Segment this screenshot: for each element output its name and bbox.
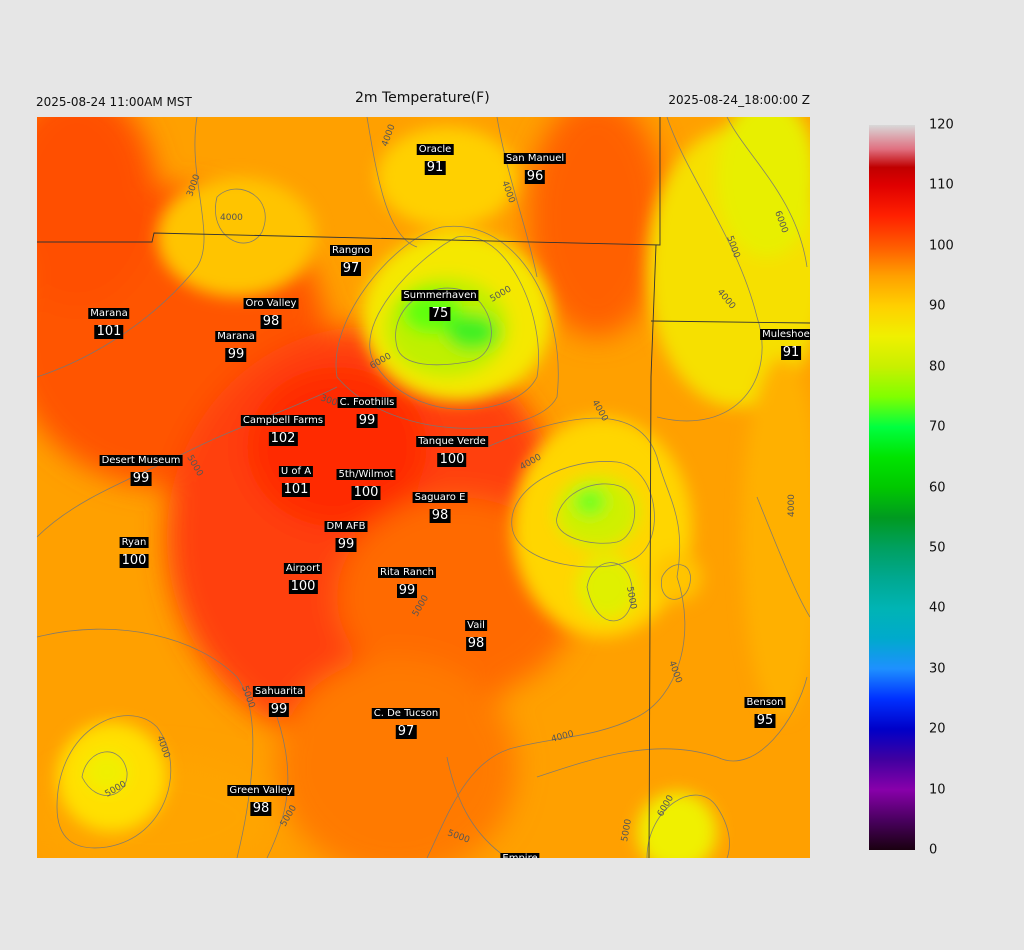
station-layer: Oracle 91 San Manuel 96 Rangno 97 Oro Valley 98… xyxy=(37,117,810,858)
station-temperature: 97 xyxy=(395,724,417,739)
colorbar-tick-label: 20 xyxy=(929,721,946,737)
station-name: C. Foothills xyxy=(337,397,397,408)
colorbar-tick-label: 110 xyxy=(929,177,954,193)
station-name: Marana xyxy=(215,331,257,342)
station-temperature: 99 xyxy=(130,471,152,486)
station: Rita Ranch 99 xyxy=(378,560,436,598)
station: Airport 100 xyxy=(283,556,323,594)
station-temperature: 99 xyxy=(335,537,357,552)
station-name: Airport xyxy=(283,563,323,574)
station-name: 5th/Wilmot xyxy=(336,469,396,480)
station-temperature: 99 xyxy=(225,347,247,362)
station-temperature: 75 xyxy=(429,306,451,321)
station-name: San Manuel xyxy=(503,153,567,164)
station-temperature: 101 xyxy=(281,482,311,497)
contour-label: 5000 xyxy=(620,818,634,843)
station-temperature: 102 xyxy=(268,431,298,446)
colorbar-tick-label: 120 xyxy=(929,117,954,133)
map-title: 2m Temperature(F) xyxy=(355,90,490,106)
station-temperature: 98 xyxy=(429,508,451,523)
station-temperature: 99 xyxy=(356,413,378,428)
station: Marana 101 xyxy=(88,301,130,339)
station-temperature: 100 xyxy=(119,553,149,568)
station-temperature: 98 xyxy=(465,636,487,651)
station: Vail 98 xyxy=(465,613,487,651)
station: Oro Valley 98 xyxy=(243,291,299,329)
contour-label: 4000 xyxy=(220,213,243,223)
station-name: Green Valley xyxy=(227,785,295,796)
station: Muleshoe R 91 xyxy=(760,322,810,360)
station-temperature: 98 xyxy=(260,314,282,329)
station: Summerhaven 75 xyxy=(401,283,479,321)
colorbar-tick-label: 30 xyxy=(929,661,946,677)
station-name: Campbell Farms xyxy=(240,415,326,426)
station: Tanque Verde 100 xyxy=(416,429,488,467)
station: Desert Museum 99 xyxy=(99,448,183,486)
colorbar-tick-label: 70 xyxy=(929,419,946,435)
station-temperature: 99 xyxy=(396,583,418,598)
station: Saguaro E 98 xyxy=(412,485,468,523)
station: Campbell Farms 102 xyxy=(240,408,326,446)
valid-time-utc: 2025-08-24_18:00:00 Z xyxy=(668,93,810,107)
station-temperature: 100 xyxy=(288,579,318,594)
station-temperature: 96 xyxy=(524,169,546,184)
station: Sahuarita 99 xyxy=(252,679,306,717)
station-name: Sahuarita xyxy=(252,686,306,697)
station-name: Vail xyxy=(465,620,487,631)
station-temperature: 100 xyxy=(437,452,467,467)
station: Rangno 97 xyxy=(330,238,372,276)
colorbar-tick-label: 60 xyxy=(929,480,946,495)
station-temperature: 91 xyxy=(780,345,802,360)
colorbar-tick-label: 80 xyxy=(929,359,946,375)
station-name: Rangno xyxy=(330,245,372,256)
station: Benson 95 xyxy=(744,690,786,728)
colorbar-tick-label: 100 xyxy=(929,238,954,254)
station-name: Rita Ranch xyxy=(378,567,436,578)
station-name: Desert Museum xyxy=(99,455,183,466)
valid-time-local: 2025-08-24 11:00AM MST xyxy=(36,95,192,109)
colorbar xyxy=(869,125,915,850)
station: 5th/Wilmot 100 xyxy=(336,462,396,500)
station-name: Saguaro E xyxy=(412,492,468,503)
colorbar-tick-label: 50 xyxy=(929,540,946,556)
station-name: C. De Tucson xyxy=(371,708,441,719)
colorbar-tick-label: 40 xyxy=(929,600,946,616)
station: Marana 99 xyxy=(215,324,257,362)
station-name: Oracle xyxy=(416,144,454,155)
station-name: DM AFB xyxy=(324,521,368,532)
station-name: Oro Valley xyxy=(243,298,299,309)
station-temperature: 97 xyxy=(340,261,362,276)
county-boundaries xyxy=(37,117,810,858)
station-name: Empire xyxy=(500,853,540,858)
station: Ryan 100 xyxy=(119,530,149,568)
station: San Manuel 96 xyxy=(503,146,567,184)
temperature-map: 4000 3000 4000 4000 5000 6000 3000 4000 … xyxy=(37,117,810,858)
station-temperature: 98 xyxy=(250,801,272,816)
station: DM AFB 99 xyxy=(324,514,368,552)
station: C. De Tucson 97 xyxy=(371,701,441,739)
station-name: Ryan xyxy=(119,537,149,548)
contour-label: 4000 xyxy=(787,494,797,517)
contour-label: 5000 xyxy=(624,586,638,611)
station-temperature: 95 xyxy=(754,713,776,728)
station: Green Valley 98 xyxy=(227,778,295,816)
station: U of A 101 xyxy=(278,459,314,497)
colorbar-tick-label: 0 xyxy=(929,842,938,858)
station-name: Marana xyxy=(88,308,130,319)
station-temperature: 91 xyxy=(424,160,446,175)
station-name: Tanque Verde xyxy=(416,436,488,447)
colorbar-tick-label: 10 xyxy=(929,782,946,798)
station-name: Benson xyxy=(744,697,786,708)
station: Oracle 91 xyxy=(416,137,454,175)
station-temperature: 100 xyxy=(351,485,381,500)
station-temperature: 99 xyxy=(268,702,290,717)
colorbar-tick-label: 90 xyxy=(929,298,946,314)
station-name: U of A xyxy=(278,466,314,477)
station: Empire xyxy=(500,846,540,858)
station: C. Foothills 99 xyxy=(337,390,397,428)
station-name: Summerhaven xyxy=(401,290,479,301)
temperature-field: 4000 3000 4000 4000 5000 6000 3000 4000 … xyxy=(37,117,810,858)
station-name: Muleshoe R xyxy=(760,329,810,340)
station-temperature: 101 xyxy=(94,324,124,339)
